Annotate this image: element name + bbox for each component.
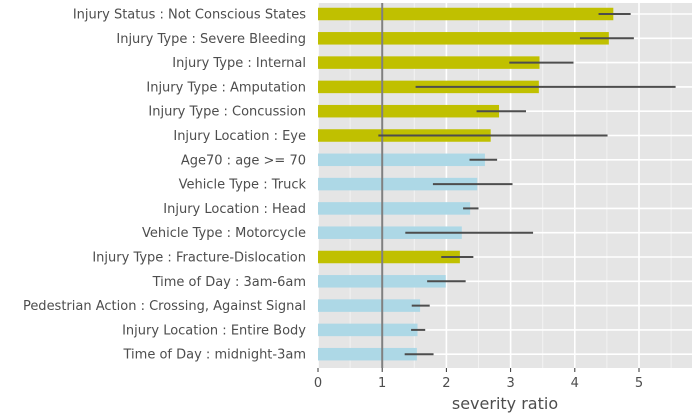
bar	[318, 153, 485, 167]
bar	[318, 250, 460, 264]
x-tick-label: 5	[635, 376, 643, 391]
category-label: Injury Type : Amputation	[146, 80, 306, 95]
bar	[318, 56, 540, 69]
bar	[318, 177, 478, 191]
bar	[318, 7, 614, 21]
bars-group	[318, 7, 614, 361]
category-label: Time of Day : midnight-3am	[123, 348, 306, 363]
error-bars-group	[378, 13, 676, 356]
bar	[318, 104, 500, 118]
bar	[318, 347, 417, 361]
bar	[318, 202, 471, 215]
x-tick-label: 0	[314, 376, 322, 391]
category-label: Injury Type : Internal	[172, 56, 306, 71]
bar	[318, 226, 462, 239]
x-axis-ticks: 0 1 2 3 4 5	[314, 368, 643, 391]
category-label: Age70 : age >= 70	[181, 153, 306, 168]
category-label: Pedestrian Action : Crossing, Against Si…	[23, 299, 306, 314]
category-label: Injury Type : Fracture-Dislocation	[92, 251, 306, 266]
category-label: Injury Location : Head	[163, 202, 306, 217]
category-label: Vehicle Type : Truck	[179, 178, 307, 193]
category-label: Injury Location : Entire Body	[122, 323, 306, 338]
category-label: Injury Type : Concussion	[148, 105, 306, 120]
x-tick-label: 3	[506, 376, 514, 391]
bar	[318, 323, 418, 337]
category-label: Vehicle Type : Motorcycle	[142, 226, 306, 241]
category-label: Injury Status : Not Conscious States	[73, 8, 306, 23]
bar	[318, 32, 609, 45]
category-label: Injury Type : Severe Bleeding	[116, 32, 306, 47]
category-label: Time of Day : 3am-6am	[152, 275, 306, 290]
bar	[318, 299, 421, 312]
x-tick-label: 2	[442, 376, 450, 391]
x-tick-label: 1	[378, 376, 386, 391]
x-tick-label: 4	[571, 376, 579, 391]
category-label: Injury Location : Eye	[173, 129, 306, 144]
x-axis-title: severity ratio	[452, 394, 558, 413]
category-labels: Injury Status : Not Conscious States Inju…	[23, 8, 307, 363]
